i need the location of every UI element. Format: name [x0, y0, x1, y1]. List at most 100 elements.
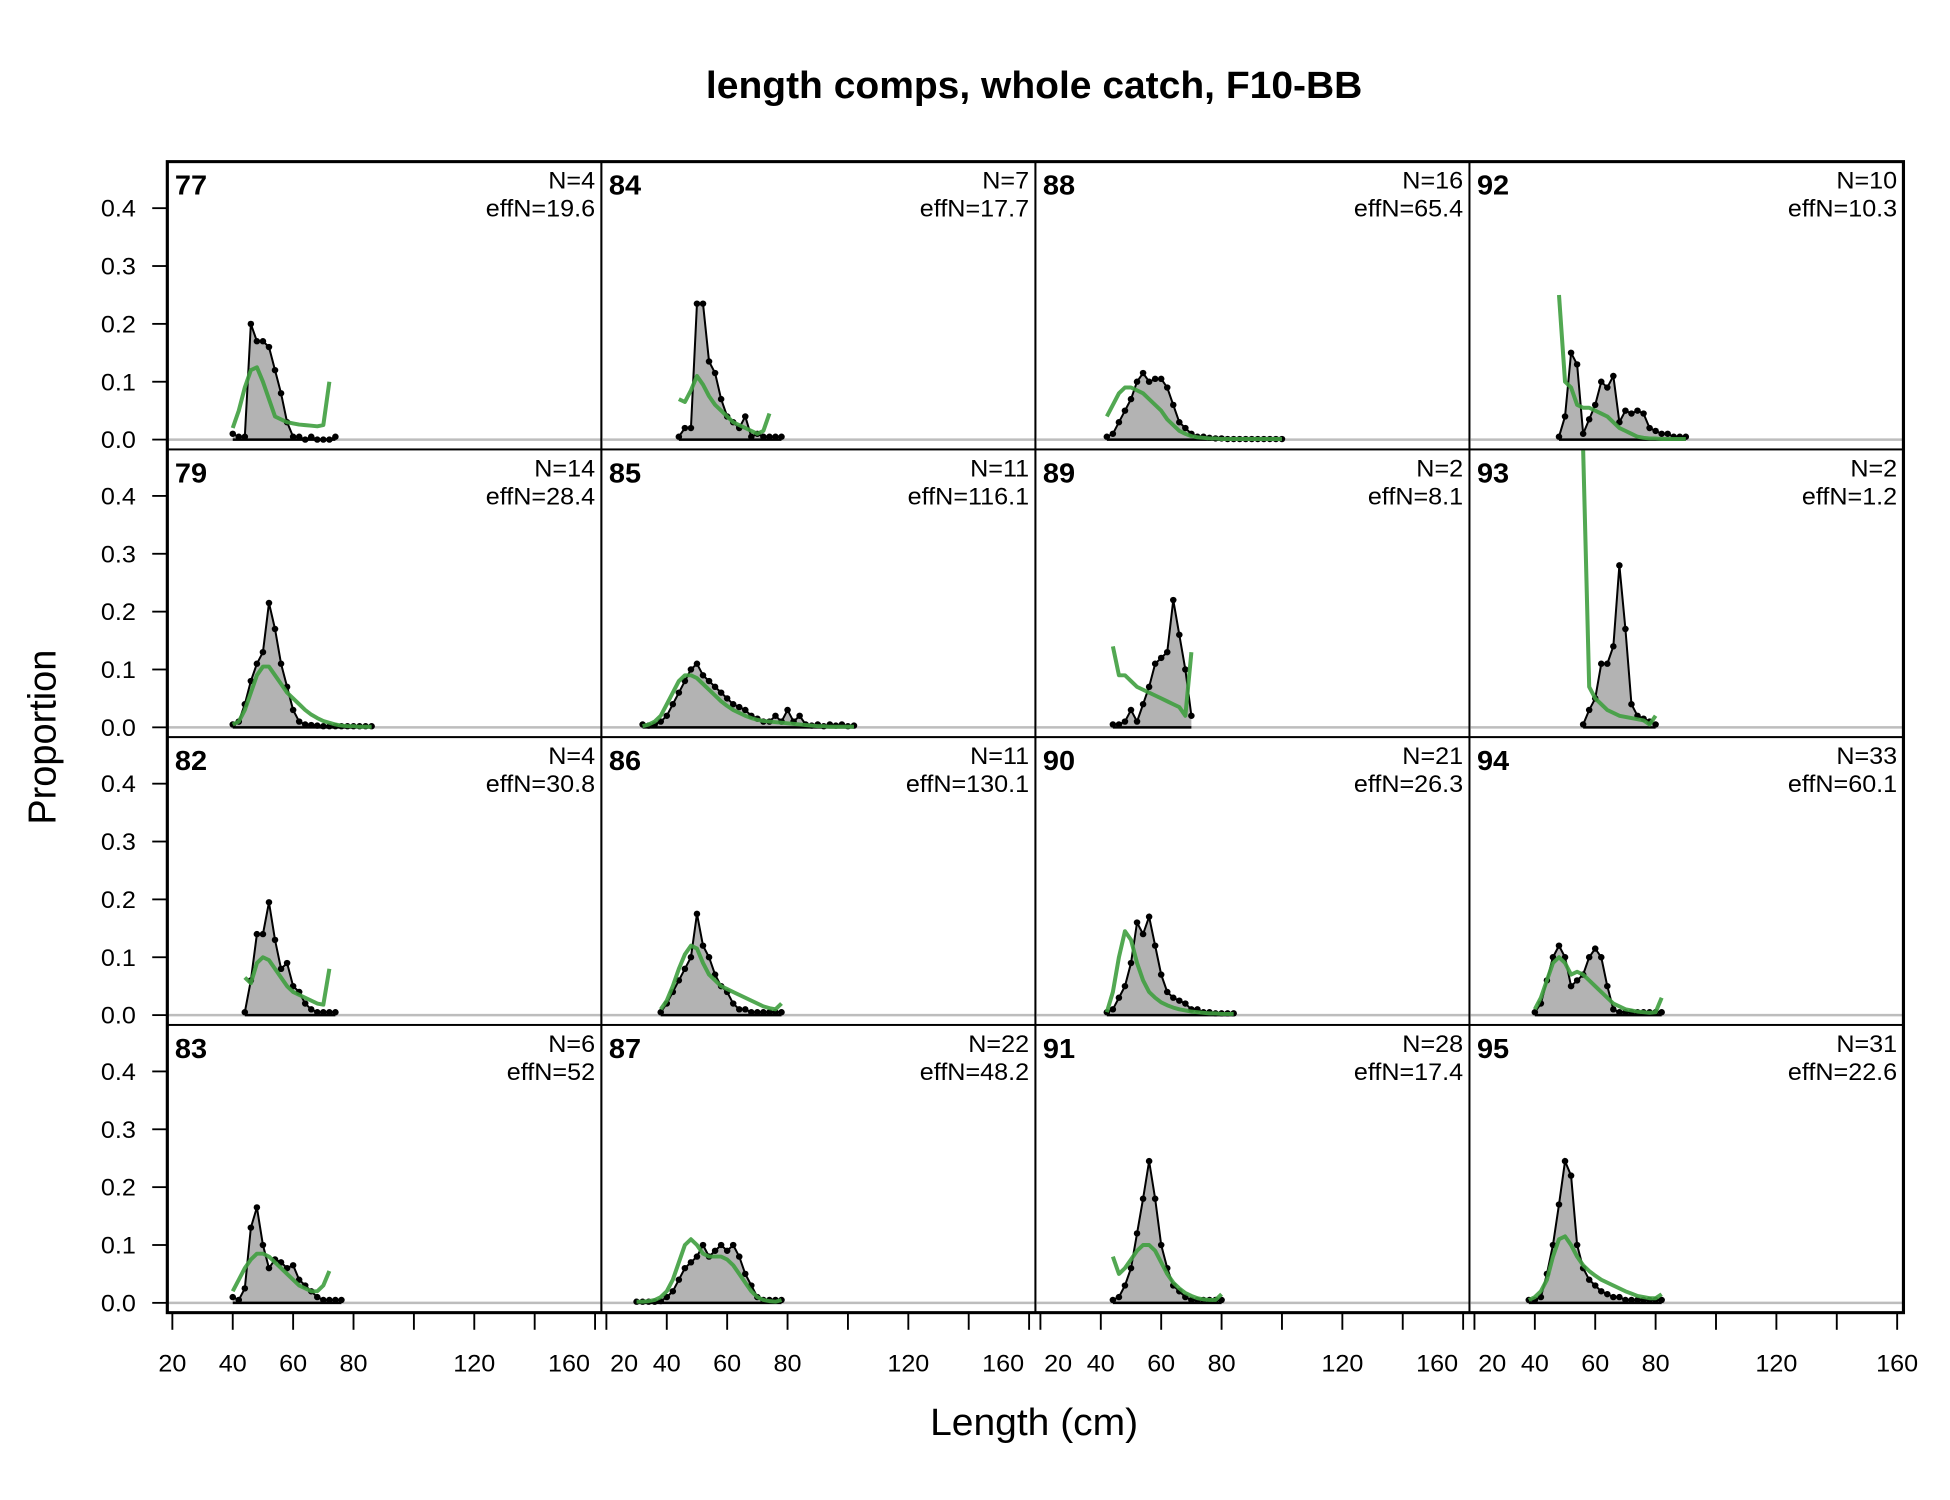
- expected-line: [1110, 1243, 1223, 1302]
- y-tick-label: 0.2: [101, 1175, 136, 1202]
- observed-point: [229, 1293, 237, 1301]
- panel-plot-area: [167, 599, 602, 730]
- observed-point: [693, 300, 701, 307]
- observed-point: [295, 433, 303, 440]
- y-tick-label: 0.0: [101, 715, 136, 742]
- observed-point: [1604, 982, 1611, 990]
- observed-point: [1622, 625, 1629, 633]
- expected-line: [1581, 449, 1658, 727]
- observed-point: [705, 677, 713, 685]
- panel-effn-label: effN=28.4: [486, 484, 595, 511]
- observed-point: [687, 1259, 695, 1266]
- observed-point: [1585, 706, 1593, 714]
- observed-point: [669, 1288, 677, 1295]
- panel-effn-label: effN=130.1: [906, 772, 1029, 799]
- observed-point: [760, 1009, 767, 1016]
- observed-point: [1658, 1009, 1665, 1016]
- observed-point: [1622, 1296, 1629, 1304]
- panel-plot-area: [1035, 912, 1470, 1017]
- y-tick-label: 0.1: [101, 1233, 136, 1260]
- observed-point: [723, 1247, 731, 1254]
- observed-point: [1133, 1230, 1141, 1237]
- observed-point: [1151, 1195, 1159, 1202]
- panel-year-label: 87: [609, 1033, 641, 1065]
- expected-line: [230, 1251, 332, 1294]
- observed-point: [1170, 401, 1177, 409]
- observed-point: [1182, 1000, 1189, 1007]
- panel-year-label: 90: [1043, 746, 1075, 778]
- observed-point: [735, 1253, 743, 1260]
- panel-effn-label: effN=10.3: [1788, 196, 1897, 223]
- panel-plot-area: [1469, 942, 1904, 1017]
- observed-point: [778, 1009, 785, 1016]
- panel-effn-label: effN=22.6: [1788, 1059, 1897, 1086]
- observed-point: [1591, 401, 1599, 409]
- chart-title: length comps, whole catch, F10-BB: [706, 64, 1362, 106]
- panel-n-label: N=6: [548, 1031, 595, 1058]
- observed-point: [742, 1006, 749, 1013]
- observed-point: [1652, 721, 1659, 728]
- observed-point: [748, 1009, 755, 1016]
- x-tick-label: 80: [1642, 1351, 1670, 1378]
- panel-n-label: N=4: [548, 168, 595, 195]
- observed-point: [241, 433, 249, 440]
- observed-point: [711, 369, 719, 377]
- x-axis-label: Length (cm): [930, 1402, 1138, 1444]
- observed-point: [742, 706, 749, 714]
- observed-point: [1157, 1241, 1165, 1249]
- observed-point: [1573, 361, 1581, 368]
- observed-point: [326, 1296, 333, 1304]
- observed-point: [1109, 1296, 1117, 1304]
- observed-point: [1182, 424, 1189, 432]
- expected-line: [243, 955, 332, 1007]
- x-tick-label: 120: [453, 1351, 495, 1378]
- panel-plot-area: [601, 660, 1036, 730]
- observed-fill: [660, 913, 782, 1016]
- observed-point: [277, 965, 285, 973]
- observed-point: [1139, 369, 1147, 377]
- observed-point: [320, 723, 327, 730]
- panel-plot-area: [167, 899, 602, 1017]
- panel-year-label: 86: [609, 746, 641, 778]
- observed-point: [1567, 349, 1575, 356]
- observed-point: [1591, 945, 1599, 952]
- observed-point: [729, 1241, 737, 1249]
- observed-point: [259, 338, 267, 345]
- observed-point: [1109, 1006, 1117, 1013]
- x-tick-label: 80: [774, 1351, 802, 1378]
- y-axis-label: Proportion: [21, 650, 65, 825]
- observed-point: [1604, 384, 1611, 391]
- observed-point: [301, 436, 309, 443]
- observed-point: [1163, 988, 1171, 996]
- observed-point: [1145, 913, 1153, 920]
- observed-point: [1139, 701, 1147, 708]
- observed-point: [1610, 1006, 1617, 1013]
- observed-point: [1133, 378, 1141, 385]
- panel-effn-label: effN=48.2: [920, 1059, 1029, 1086]
- observed-point: [717, 1241, 725, 1249]
- observed-point: [699, 942, 707, 949]
- x-tick-label: 60: [1147, 1351, 1175, 1378]
- observed-point: [332, 1296, 339, 1304]
- observed-point: [338, 1296, 345, 1304]
- observed-point: [1555, 942, 1563, 949]
- observed-point: [241, 1285, 249, 1292]
- observed-point: [307, 433, 315, 440]
- panel-effn-label: effN=19.6: [486, 196, 595, 223]
- panel-effn-label: effN=26.3: [1354, 772, 1463, 799]
- observed-point: [1585, 416, 1593, 423]
- observed-point: [1579, 430, 1587, 437]
- x-tick-label: 120: [887, 1351, 929, 1378]
- panel-effn-label: effN=60.1: [1788, 772, 1897, 799]
- observed-point: [253, 930, 261, 938]
- observed-point: [314, 1293, 321, 1301]
- observed-point: [271, 366, 279, 374]
- panel-plot-area: [1035, 1157, 1470, 1305]
- observed-point: [1628, 410, 1635, 417]
- observed-point: [1163, 384, 1171, 391]
- observed-point: [1658, 1296, 1665, 1304]
